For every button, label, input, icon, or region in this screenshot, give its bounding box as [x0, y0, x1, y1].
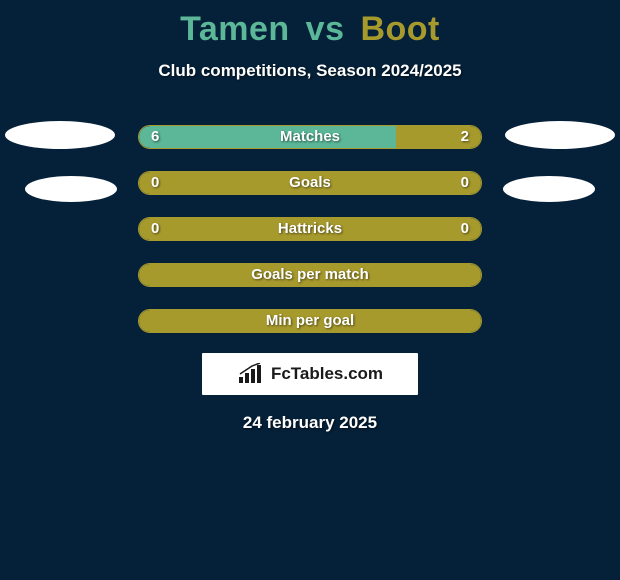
bar-label: Hattricks [139, 218, 481, 240]
title-separator: vs [306, 10, 345, 48]
bar-value-right: 0 [461, 172, 469, 194]
bar-label: Goals [139, 172, 481, 194]
decorative-ellipse [25, 176, 117, 202]
bar-label: Matches [139, 126, 481, 148]
bar-row-goals-per-match: Goals per match [138, 263, 482, 287]
bar-label: Goals per match [139, 264, 481, 286]
date-text: 24 february 2025 [0, 413, 620, 433]
bar-label: Min per goal [139, 310, 481, 332]
bar-row-matches: Matches6 2 [138, 125, 482, 149]
decorative-ellipse [505, 121, 615, 149]
bar-row-hattricks: Hattricks0 0 [138, 217, 482, 241]
bar-row-min-per-goal: Min per goal [138, 309, 482, 333]
subtitle: Club competitions, Season 2024/2025 [0, 61, 620, 81]
bar-value-left: 0 [151, 218, 159, 240]
page-root: Tamen vs Boot Club competitions, Season … [0, 0, 620, 580]
bar-value-left: 0 [151, 172, 159, 194]
bar-value-left: 6 [151, 126, 159, 148]
decorative-ellipse [503, 176, 595, 202]
bars-container: Matches62Goals00Hattricks00Goals per mat… [138, 125, 482, 333]
bar-chart-icon [237, 363, 265, 385]
content: Matches62Goals00Hattricks00Goals per mat… [0, 125, 620, 333]
page-title: Tamen vs Boot [0, 0, 620, 49]
title-player1: Tamen [180, 10, 290, 48]
bar-row-goals: Goals0 0 [138, 171, 482, 195]
bar-value-right: 0 [461, 218, 469, 240]
title-player2: Boot [360, 10, 439, 48]
fctables-logo: FcTables.com [202, 353, 418, 395]
decorative-ellipse [5, 121, 115, 149]
bar-value-right: 2 [461, 126, 469, 148]
logo-text: FcTables.com [271, 364, 383, 384]
